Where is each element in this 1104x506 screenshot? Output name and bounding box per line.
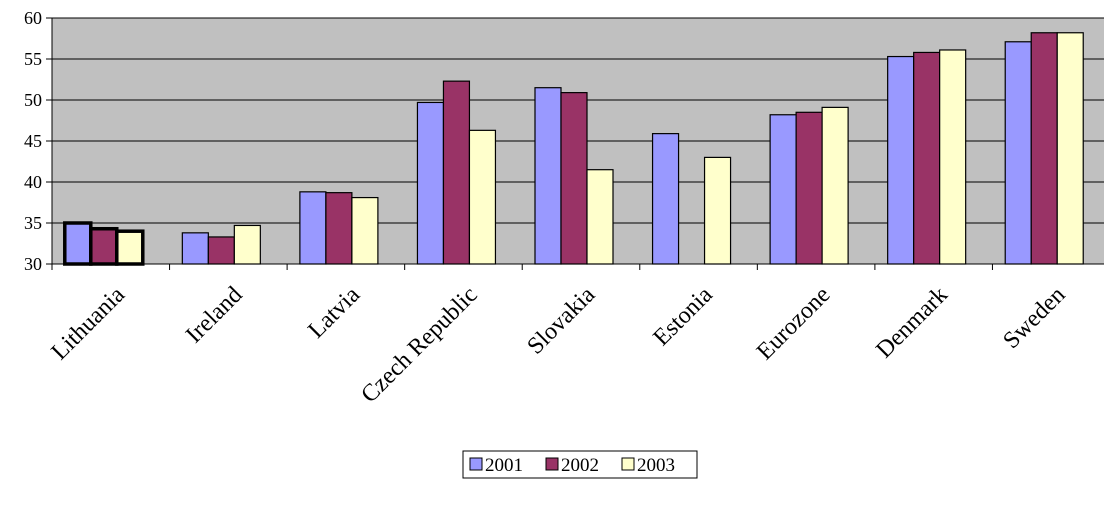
bar-2002-latvia [325,192,353,265]
x-tick-label: Denmark [871,282,953,364]
y-tick-label: 55 [24,49,42,69]
y-tick-label: 60 [24,8,42,28]
bar-2002-slovakia [560,92,588,265]
x-tick-label: Latvia [303,282,365,344]
legend-swatch-2001 [469,457,483,471]
legend-label-2003: 2003 [637,455,675,476]
bar-2001-latvia [299,191,327,265]
bar-2003-denmark [939,49,967,265]
legend-swatch-2003 [621,457,635,471]
y-tick-label: 45 [24,131,42,151]
legend-box [462,450,698,479]
bar-2001-estonia [651,133,680,265]
bar-2003-estonia [703,156,732,265]
x-tick-label: Eurozone [752,282,835,365]
legend-label-2002: 2002 [561,455,599,476]
bar-2001-czech-republic [416,101,445,265]
bar-2002-lithuania [89,226,119,266]
x-tick-label: Sweden [998,282,1070,354]
x-tick-label: Czech Republic [356,282,482,408]
bar-2003-eurozone [821,106,849,265]
bar-2001-ireland [181,232,209,265]
bar-2001-sweden [1004,41,1032,265]
bar-2003-slovakia [586,169,614,265]
y-tick-label: 40 [24,172,42,192]
y-tick-label: 35 [24,213,42,233]
bar-2002-czech-republic [442,80,471,265]
bar-2003-sweden [1056,32,1084,265]
bar-2003-latvia [351,196,379,265]
bar-2001-lithuania [63,221,93,266]
x-tick-label: Ireland [181,282,247,348]
bar-2003-czech-republic [468,129,497,265]
y-tick-label: 50 [24,90,42,110]
bar-2002-denmark [913,51,941,265]
legend-swatch-2002 [545,457,559,471]
x-tick-label: Lithuania [47,282,131,366]
y-tick-label: 30 [24,254,42,274]
bar-2003-ireland [233,224,261,265]
bar-2001-denmark [887,55,915,265]
x-tick-label: Estonia [649,282,719,352]
bar-2002-ireland [207,236,235,265]
bar-2002-sweden [1030,32,1058,265]
bar-2003-lithuania [115,229,145,266]
x-tick-label: Slovakia [522,282,600,360]
bar-2001-slovakia [534,87,562,265]
legend-label-2001: 2001 [485,455,523,476]
bar-2001-eurozone [769,114,797,265]
bar-2002-eurozone [795,111,823,265]
